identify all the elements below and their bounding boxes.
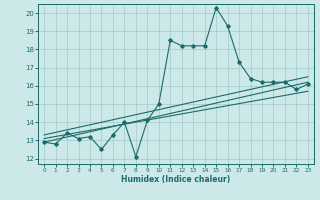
X-axis label: Humidex (Indice chaleur): Humidex (Indice chaleur) <box>121 175 231 184</box>
